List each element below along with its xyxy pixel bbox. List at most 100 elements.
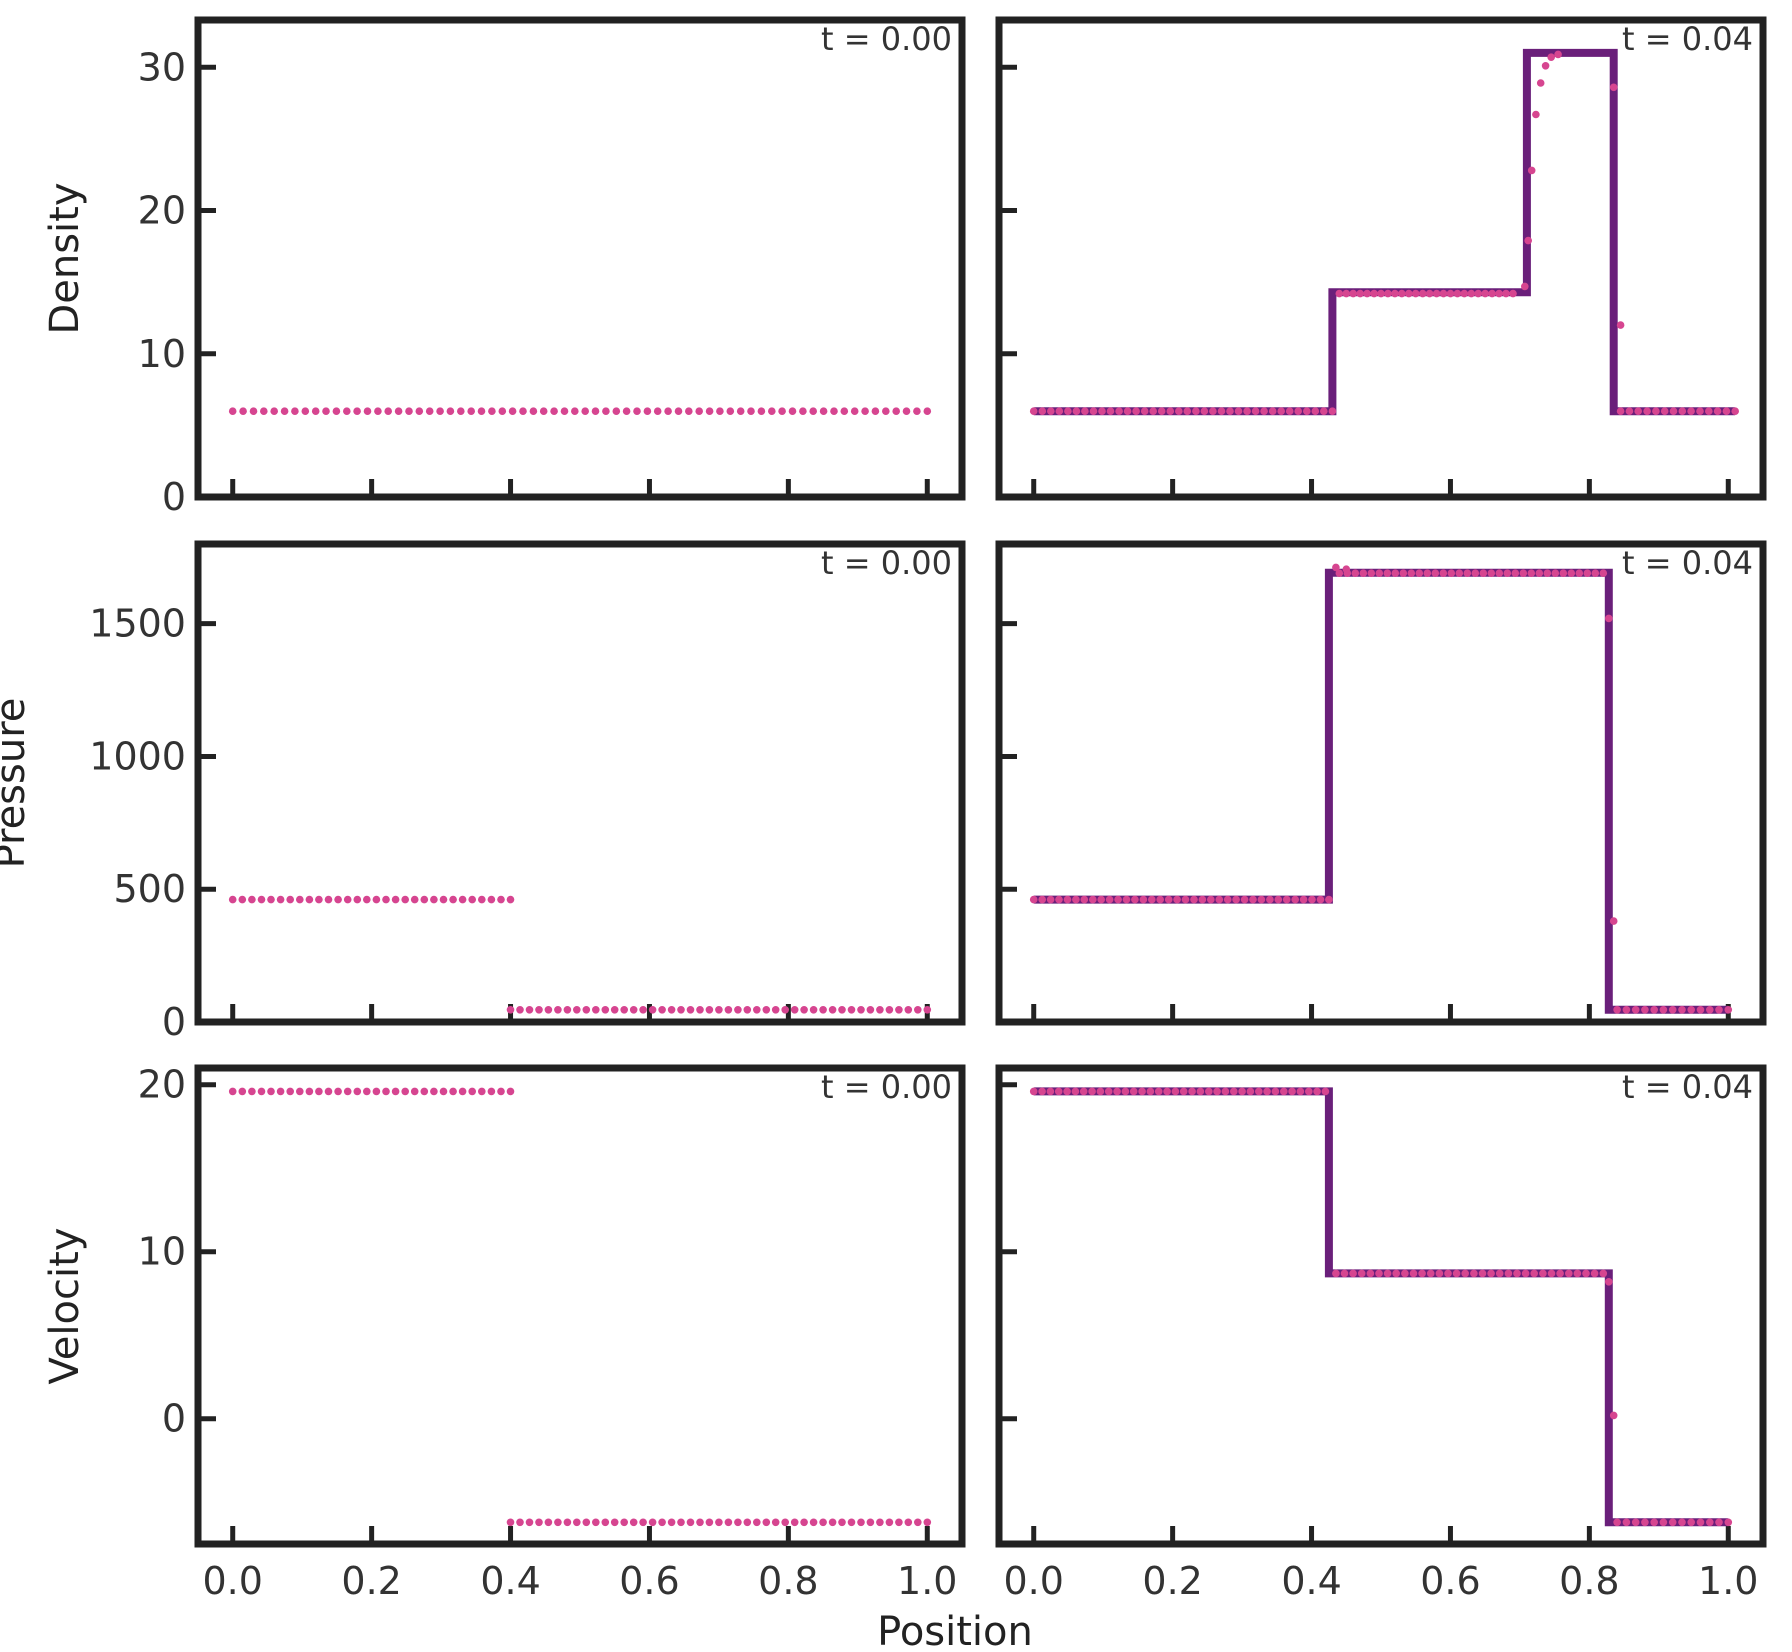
- data-point: [913, 407, 921, 416]
- data-point: [686, 1006, 695, 1014]
- data-point: [895, 1518, 903, 1527]
- data-point: [363, 1087, 371, 1096]
- data-point: [1471, 569, 1480, 577]
- data-point: [374, 407, 382, 416]
- data-point: [1613, 1518, 1621, 1527]
- data-point: [1299, 895, 1308, 904]
- data-point: [1415, 569, 1424, 577]
- data-point: [1163, 1087, 1171, 1096]
- data-point: [923, 407, 932, 416]
- data-point: [353, 895, 362, 904]
- data-point: [1678, 407, 1687, 416]
- data-point: [516, 1006, 524, 1014]
- data-point: [343, 1087, 352, 1096]
- data-point: [1280, 1087, 1288, 1096]
- data-point: [1342, 289, 1351, 298]
- data-point: [768, 407, 776, 416]
- data-point: [405, 407, 413, 416]
- data-point: [1383, 1269, 1392, 1278]
- data-point: [1495, 569, 1504, 577]
- data-point: [1547, 53, 1555, 61]
- data-point: [1305, 1087, 1313, 1096]
- data-point: [1089, 407, 1098, 416]
- panel-pressure-t0: 0 500 1000 1500 t = 0.00 Pressure: [0, 540, 966, 1044]
- data-point: [1071, 1087, 1080, 1096]
- data-point: [1616, 407, 1625, 416]
- data-point: [525, 1006, 534, 1014]
- data-point: [753, 1006, 761, 1014]
- data-point: [1249, 895, 1257, 904]
- data-point: [1088, 1087, 1096, 1096]
- data-point: [384, 407, 393, 416]
- data-point: [439, 895, 448, 904]
- data-point: [544, 1006, 553, 1014]
- time-label: t = 0.00: [821, 544, 952, 582]
- data-point: [1029, 1087, 1038, 1096]
- data-point: [311, 407, 320, 416]
- data-point: [1063, 895, 1072, 904]
- data-point: [1131, 895, 1139, 904]
- data-point: [1146, 1087, 1155, 1096]
- data-point: [1038, 1087, 1046, 1096]
- data-point: [1363, 289, 1371, 298]
- x-tick-label: 0.6: [1420, 1559, 1480, 1603]
- panel-frame: [995, 16, 1767, 501]
- data-point: [1643, 407, 1651, 416]
- data-point: [1591, 569, 1600, 577]
- data-point: [724, 1518, 733, 1527]
- panel-frame: [995, 1064, 1767, 1548]
- data-point: [506, 895, 515, 904]
- data-point: [857, 1518, 865, 1527]
- panel-density-t0: 0 10 20 30 t = 0.00 Density: [42, 16, 966, 519]
- data-point: [1439, 569, 1448, 577]
- data-point: [506, 1518, 515, 1527]
- panel-velocity-t004: 0.0 0.2 0.4 0.6 0.8 1.0 t = 0.04: [995, 1064, 1767, 1603]
- data-point: [446, 407, 455, 416]
- data-point: [1274, 895, 1283, 904]
- data-point: [1351, 569, 1360, 577]
- x-axis-title: Position: [877, 1609, 1033, 1652]
- data-point: [1149, 407, 1157, 416]
- data-point: [1481, 289, 1489, 298]
- data-point: [1217, 407, 1226, 416]
- data-point: [1325, 895, 1333, 904]
- data-point: [228, 407, 237, 416]
- data-point: [622, 407, 631, 416]
- data-point: [1418, 1269, 1426, 1278]
- data-point: [592, 1518, 600, 1527]
- data-point: [1650, 1006, 1658, 1014]
- y-tick-label: 30: [138, 45, 186, 89]
- data-point: [1366, 1269, 1375, 1278]
- data-point: [674, 407, 683, 416]
- data-point: [1687, 1518, 1695, 1527]
- data-point: [1453, 289, 1462, 298]
- data-point: [1409, 1269, 1418, 1278]
- data-point: [1616, 321, 1625, 329]
- data-point: [809, 407, 817, 416]
- data-point: [1047, 407, 1055, 416]
- panel-pressure-t004: t = 0.04: [995, 540, 1767, 1026]
- data-point: [1609, 917, 1618, 925]
- data-point: [1605, 1278, 1613, 1286]
- panel-frame: [194, 540, 966, 1026]
- data-point: [1668, 1518, 1677, 1527]
- data-point: [343, 895, 352, 904]
- data-point: [449, 1087, 457, 1096]
- data-point: [1266, 895, 1274, 904]
- data-point: [1488, 289, 1496, 298]
- data-point: [457, 407, 465, 416]
- data-point: [478, 895, 486, 904]
- data-point: [800, 1006, 808, 1014]
- data-point: [653, 407, 662, 416]
- data-point: [1527, 166, 1536, 175]
- data-point: [1432, 289, 1441, 298]
- data-point: [885, 1006, 894, 1014]
- data-point: [1669, 407, 1678, 416]
- data-point: [260, 407, 268, 416]
- data-point: [1503, 569, 1512, 577]
- data-point: [1455, 569, 1464, 577]
- data-point: [478, 1087, 486, 1096]
- data-point: [1328, 407, 1337, 416]
- data-point: [286, 895, 295, 904]
- data-point: [1446, 289, 1455, 298]
